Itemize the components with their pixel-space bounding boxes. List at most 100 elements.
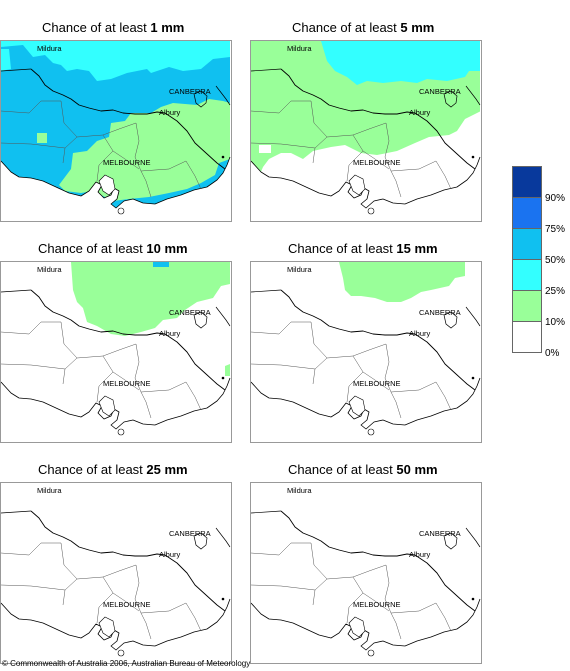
city-label-mildura: Mildura [287, 44, 312, 53]
district-boundary [312, 578, 328, 606]
phillip-island [117, 207, 125, 215]
map-svg: Mildura CANBERRA Albury MELBOURNE [251, 486, 481, 663]
city-label-albury: Albury [409, 108, 431, 117]
district-boundary [310, 321, 328, 359]
state-border-sa [251, 68, 282, 72]
probability-shading [71, 262, 230, 336]
coast-marker [471, 597, 475, 601]
district-boundary [395, 622, 402, 640]
act-border [443, 532, 458, 550]
map-svg: Mildura CANBERRA Albury MELBOURNE [1, 41, 231, 221]
district-boundary [326, 343, 387, 359]
district-boundary [251, 321, 311, 335]
panel-title-25mm: Chance of at least 25 mm [38, 462, 188, 477]
district-boundary [251, 363, 316, 370]
state-border-sa [251, 289, 282, 293]
city-label-mildura: Mildura [37, 486, 62, 495]
district-boundary [76, 564, 137, 580]
district-boundary [390, 602, 437, 614]
phillip-island [117, 428, 125, 436]
phillip-island [367, 649, 375, 657]
state-border-east [414, 112, 476, 170]
probability-shading [259, 145, 271, 153]
district-boundary [140, 160, 187, 172]
panel-title-1mm: Chance of at least 1 mm [42, 20, 185, 35]
district-boundary [352, 134, 390, 170]
district-boundary [251, 542, 311, 556]
city-label-canberra: CANBERRA [419, 87, 461, 96]
city-label-canberra: CANBERRA [169, 529, 211, 538]
legend-swatch-0 [512, 321, 542, 353]
district-boundary [185, 602, 202, 632]
legend-label-0: 0% [545, 348, 560, 359]
district-boundary [96, 592, 114, 624]
coast-marker [221, 376, 225, 380]
panel-title-5mm: Chance of at least 5 mm [292, 20, 435, 35]
probability-shading [257, 111, 481, 215]
probability-shading [1, 49, 11, 71]
district-boundary [352, 355, 390, 391]
district-boundary [1, 542, 61, 556]
state-border-murray [30, 289, 166, 336]
state-border-east [164, 554, 226, 612]
city-label-mildura: Mildura [287, 486, 312, 495]
panel-title-15mm: Chance of at least 15 mm [288, 241, 438, 256]
city-label-mildura: Mildura [37, 265, 62, 274]
legend-swatch-25 [512, 259, 542, 291]
coast-nsw [465, 527, 481, 548]
city-label-albury: Albury [409, 329, 431, 338]
district-boundary [60, 321, 78, 359]
district-boundary [326, 564, 387, 580]
district-boundary [185, 381, 202, 411]
state-border-murray [280, 510, 416, 557]
act-border [193, 532, 208, 550]
port-phillip-bay [98, 616, 116, 638]
district-boundary [251, 100, 311, 114]
district-boundary [395, 401, 402, 419]
coastline [251, 598, 481, 651]
district-boundary [145, 622, 152, 640]
map-panel-25mm: Mildura CANBERRA Albury MELBOURNE [0, 482, 232, 664]
district-boundary [96, 371, 114, 403]
coastline [1, 377, 231, 430]
coast-nsw [215, 306, 231, 327]
district-boundary [140, 602, 187, 614]
legend-label-90: 90% [545, 193, 566, 204]
map-panel-1mm: Mildura CANBERRA Albury MELBOURNE [0, 40, 232, 222]
state-border-sa [251, 510, 282, 514]
map-panel-15mm: Mildura CANBERRA Albury MELBOURNE [250, 261, 482, 443]
district-boundary [326, 122, 387, 138]
probability-legend [512, 166, 542, 354]
phillip-island [117, 649, 125, 657]
city-label-melbourne: MELBOURNE [103, 600, 151, 609]
district-boundary [1, 142, 66, 149]
city-label-albury: Albury [159, 329, 181, 338]
state-border-east [414, 333, 476, 391]
port-phillip-bay [348, 616, 366, 638]
phillip-island [367, 428, 375, 436]
district-boundary [310, 542, 328, 580]
district-boundary [1, 363, 66, 370]
legend-label-50: 50% [545, 255, 566, 266]
act-border [443, 311, 458, 329]
district-boundary [346, 371, 364, 403]
probability-shading [37, 133, 47, 143]
district-boundary [145, 401, 152, 419]
legend-swatch-75 [512, 197, 542, 229]
probability-shading [321, 41, 480, 85]
port-phillip-bay [98, 174, 116, 196]
probability-shading [153, 262, 169, 267]
state-border-east [414, 554, 476, 612]
panel-title-50mm: Chance of at least 50 mm [288, 462, 438, 477]
district-boundary [102, 576, 140, 612]
district-boundary [251, 584, 316, 591]
coastline [1, 598, 231, 651]
state-border-sa [1, 510, 32, 514]
district-boundary [145, 180, 152, 198]
act-border [193, 90, 208, 108]
city-label-mildura: Mildura [37, 44, 62, 53]
district-boundary [60, 100, 78, 138]
city-label-canberra: CANBERRA [419, 308, 461, 317]
district-boundary [346, 150, 364, 182]
panel-title-10mm: Chance of at least 10 mm [38, 241, 188, 256]
